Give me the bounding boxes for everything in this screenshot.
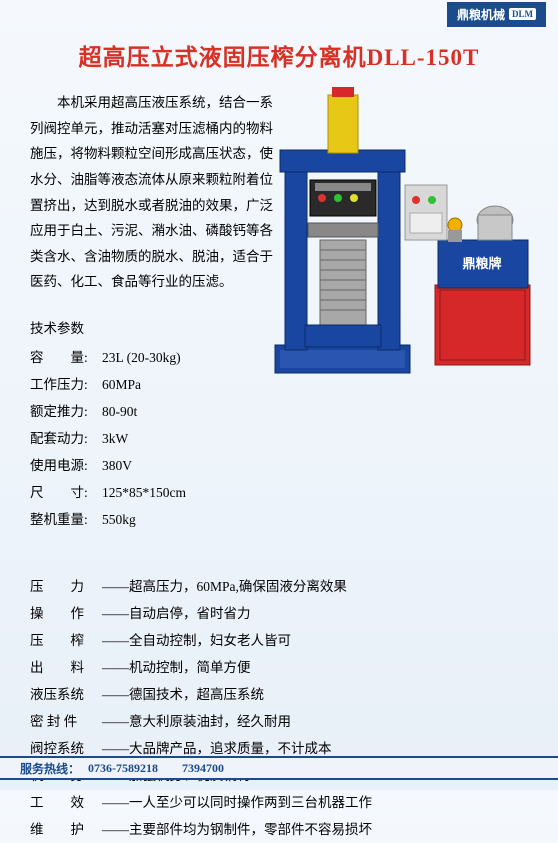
feature-label: 压 力 [30,573,102,600]
feature-value: ——超高压力，60MPa,确保固液分离效果 [102,573,347,600]
feature-label: 密 封 件 [30,708,102,735]
feature-value: ——一人至少可以同时操作两到三台机器工作 [102,789,372,816]
spec-row: 配套动力:3kW [30,425,528,452]
spec-label: 整机重量: [30,506,102,533]
feature-label: 维 护 [30,816,102,843]
spec-label: 工作压力: [30,371,102,398]
feature-label: 工 效 [30,789,102,816]
spec-value: 3kW [102,425,128,452]
page-title: 超高压立式液固压榨分离机DLL-150T [0,38,558,72]
brand-badge: 鼎粮机械 DLM [447,2,546,27]
footer-label: 服务热线： [20,760,80,777]
spec-label: 额定推力: [30,398,102,425]
feature-row: 工 效——一人至少可以同时操作两到三台机器工作 [30,789,528,816]
brand-logo: DLM [509,8,536,20]
spec-label: 尺 寸: [30,479,102,506]
features-block: 压 力——超高压力，60MPa,确保固液分离效果操 作——自动启停，省时省力压 … [30,573,528,843]
spec-value: 23L (20-30kg) [102,344,181,371]
feature-label: 操 作 [30,600,102,627]
footer-bar: 服务热线： 0736-7589218 7394700 [0,756,558,780]
feature-label: 压 榨 [30,627,102,654]
feature-row: 出 料——机动控制，简单方便 [30,654,528,681]
feature-value: ——全自动控制，妇女老人皆可 [102,627,291,654]
press-machine [275,87,410,373]
feature-value: ——德国技术，超高压系统 [102,681,264,708]
feature-row: 维 护——主要部件均为钢制件，零部件不容易损坏 [30,816,528,843]
feature-label: 液压系统 [30,681,102,708]
spec-row: 额定推力:80-90t [30,398,528,425]
feature-row: 密 封 件——意大利原装油封，经久耐用 [30,708,528,735]
feature-row: 压 榨——全自动控制，妇女老人皆可 [30,627,528,654]
spec-label: 容 量: [30,344,102,371]
header-bar: 鼎粮机械 DLM [0,0,558,28]
feature-value: ——意大利原装油封，经久耐用 [102,708,291,735]
control-box [405,185,447,240]
feature-value: ——主要部件均为钢制件，零部件不容易损坏 [102,816,372,843]
spec-value: 80-90t [102,398,137,425]
spec-value: 60MPa [102,371,141,398]
feature-row: 液压系统——德国技术，超高压系统 [30,681,528,708]
spec-value: 550kg [102,506,136,533]
feature-row: 操 作——自动启停，省时省力 [30,600,528,627]
spec-row: 使用电源:380V [30,452,528,479]
spec-label: 配套动力: [30,425,102,452]
pump-brand-label: 鼎粮牌 [462,256,501,271]
spec-value: 125*85*150cm [102,479,186,506]
feature-value: ——自动启停，省时省力 [102,600,251,627]
spec-label: 使用电源: [30,452,102,479]
footer-phone1: 0736-7589218 [88,761,158,776]
pump-unit: 鼎粮牌 [435,206,530,365]
spec-row: 尺 寸:125*85*150cm [30,479,528,506]
intro-paragraph: 本机采用超高压液压系统，结合一系列阀控单元，推动活塞对压滤桶内的物料施压，将物料… [30,90,275,295]
spec-value: 380V [102,452,132,479]
feature-row: 压 力——超高压力，60MPa,确保固液分离效果 [30,573,528,600]
spec-row: 整机重量:550kg [30,506,528,533]
feature-label: 出 料 [30,654,102,681]
machine-illustration: 鼎粮牌 [260,85,540,395]
feature-value: ——机动控制，简单方便 [102,654,251,681]
footer-phone2: 7394700 [182,761,224,776]
content: 本机采用超高压液压系统，结合一系列阀控单元，推动活塞对压滤桶内的物料施压，将物料… [0,90,558,843]
brand-text: 鼎粮机械 [457,6,505,23]
